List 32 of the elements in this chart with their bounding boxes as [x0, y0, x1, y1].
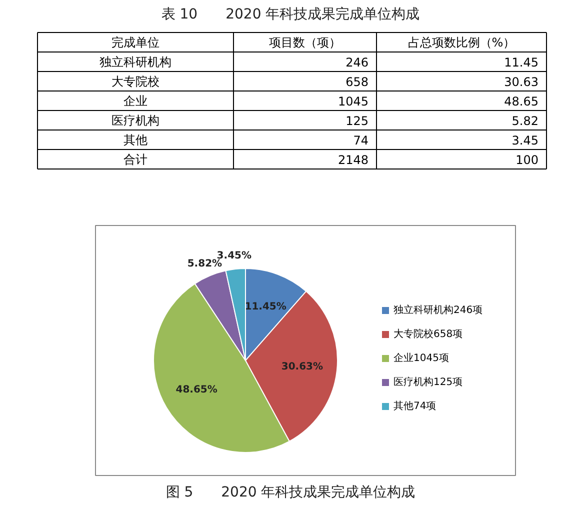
text: 30.63	[504, 74, 539, 89]
legend-label: 独立科研机构246项	[394, 304, 483, 316]
data-label: 11.45%	[244, 302, 286, 313]
text: 企业	[124, 94, 148, 108]
text: 合计	[124, 152, 148, 166]
text: 1045	[338, 94, 369, 108]
text: 125	[346, 114, 368, 128]
text: 项目数（项）	[269, 35, 341, 50]
legend-label: 其他74项	[394, 400, 436, 412]
text: 11.45	[504, 55, 539, 70]
text: 占总项数比例（%）	[408, 35, 516, 50]
legend-label: 医疗机构125项	[394, 376, 463, 388]
text: 100	[516, 152, 538, 167]
text: 表 10 2020 年科技成果完成单位构成	[161, 6, 420, 22]
legend-label: 企业1045项	[394, 352, 449, 364]
text: 658	[346, 74, 368, 89]
data-label: 30.63%	[281, 361, 324, 372]
text: 5.82	[512, 114, 538, 128]
text: 3.45	[512, 133, 538, 148]
data-label: 48.65%	[176, 384, 218, 396]
text: 独立科研机构	[100, 54, 172, 69]
text: 完成单位	[112, 35, 160, 50]
text: 74	[353, 133, 369, 148]
legend-label: 大专院校658项	[394, 328, 463, 340]
text: 医疗机构	[112, 113, 160, 128]
data-label: 5.82%	[187, 258, 222, 270]
text: 2148	[338, 152, 369, 167]
text: 其他	[124, 132, 148, 147]
text: 48.65	[504, 94, 539, 108]
text: 大专院校	[112, 74, 160, 88]
text: 246	[346, 55, 368, 70]
text: 图 5 2020 年科技成果完成单位构成	[166, 484, 416, 500]
